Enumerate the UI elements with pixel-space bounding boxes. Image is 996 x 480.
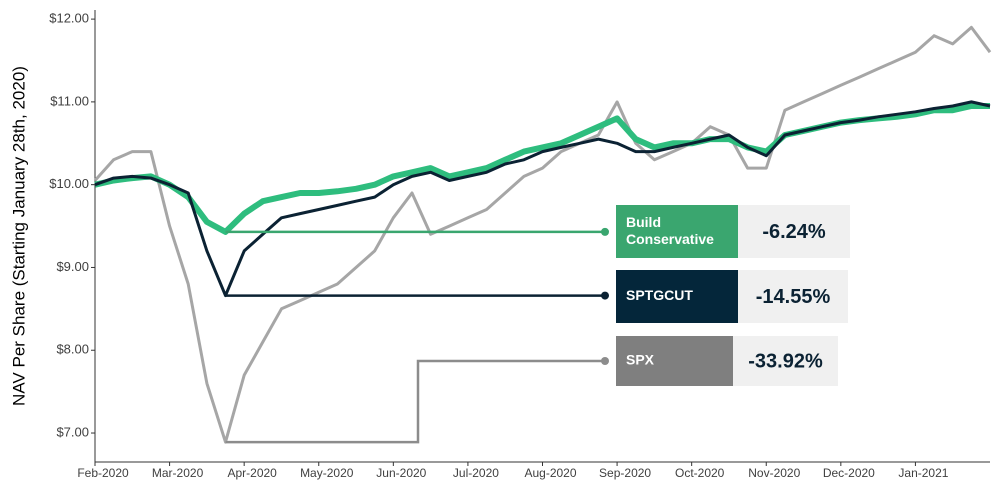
- x-tick-label: May-2020: [300, 466, 354, 480]
- value-box: [733, 336, 838, 386]
- series-name: SPTGCUT: [626, 287, 693, 303]
- series-name: Build Conservative: [626, 214, 714, 247]
- x-tick-label: Apr-2020: [227, 466, 277, 480]
- x-tick-label: Jul-2020: [453, 466, 499, 480]
- x-tick-label: Dec-2020: [823, 466, 875, 480]
- name-part: Conservative: [626, 231, 714, 247]
- y-tick-label: $11.00: [50, 93, 89, 108]
- label-box: [616, 270, 738, 323]
- x-tick-label: Nov-2020: [748, 466, 800, 480]
- y-tick-label: $7.00: [56, 424, 89, 439]
- connector-dot: [601, 227, 609, 236]
- connector-dot: [601, 291, 609, 300]
- drawdown-connector: [225, 359, 605, 444]
- name-part: Build: [626, 214, 661, 230]
- drawdown-value: -14.55%: [756, 286, 831, 308]
- x-tick-label: Mar-2020: [152, 466, 204, 480]
- value-box: [738, 205, 850, 258]
- label-box: [616, 205, 738, 258]
- y-tick-label: $8.00: [56, 342, 89, 357]
- connector-dot: [601, 357, 609, 366]
- y-tick-label: $12.00: [49, 11, 89, 26]
- x-tick-label: Oct-2020: [675, 466, 725, 480]
- drawdown-value: -33.92%: [748, 350, 823, 372]
- series-line: [93, 25, 992, 444]
- x-tick-label: Jun-2020: [376, 466, 426, 480]
- y-tick-label: $9.00: [56, 259, 89, 274]
- series-name: SPX: [626, 352, 655, 368]
- x-tick-label: Jan-2021: [898, 466, 948, 480]
- drawdown-value: -6.24%: [762, 221, 826, 243]
- y-tick-label: $10.00: [49, 176, 89, 191]
- x-tick-label: Aug-2020: [524, 466, 576, 480]
- y-axis-label: NAV Per Share (Starting January 28th, 20…: [9, 66, 28, 406]
- label-box: [616, 336, 733, 386]
- x-tick-label: Sep-2020: [599, 466, 651, 480]
- series-line: [94, 100, 991, 298]
- x-tick-label: Feb-2020: [77, 466, 129, 480]
- value-box: [738, 270, 848, 323]
